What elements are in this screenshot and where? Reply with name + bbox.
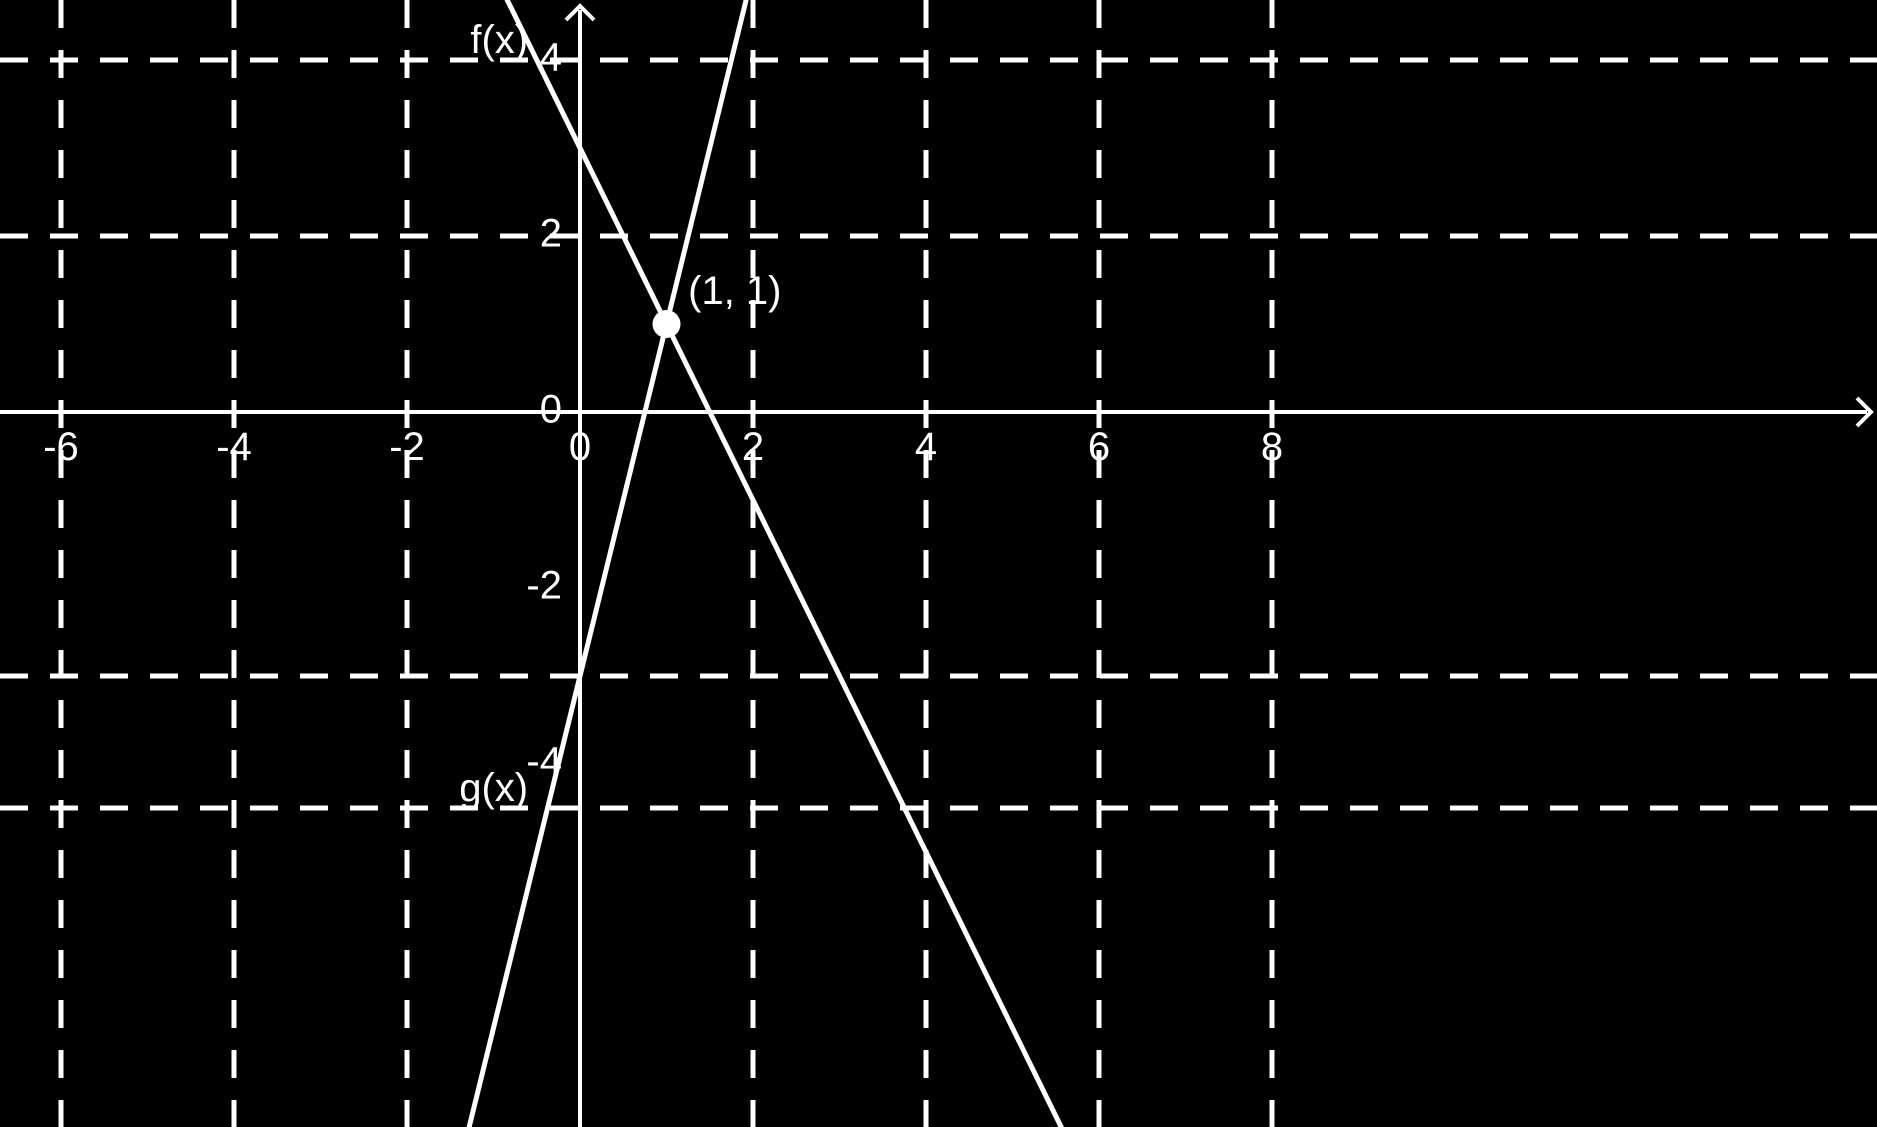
y-tick-label: 4 [540,36,562,80]
chart-background [0,0,1877,1127]
x-tick-label: 0 [569,425,591,469]
line-f-label: f(x) [470,18,528,62]
y-tick-label: 2 [540,212,562,256]
x-tick-label: -2 [389,425,425,469]
y-tick-label: 0 [540,388,562,432]
intersection-point [653,310,681,338]
x-tick-label: 2 [742,425,764,469]
x-tick-label: -6 [43,425,79,469]
intersection-point-label: (1, 1) [688,269,781,313]
x-tick-label: 4 [915,425,937,469]
x-tick-label: 8 [1261,425,1283,469]
line-chart: f(x) g(x) (1, 1) -6 -4 -2 0 2 4 6 8 -4 -2 0 2 4 [0,0,1877,1127]
y-tick-label: -4 [526,740,562,784]
x-tick-label: 6 [1088,425,1110,469]
line-g-label: g(x) [459,766,528,810]
y-tick-label: -2 [526,564,562,608]
x-tick-label: -4 [216,425,252,469]
